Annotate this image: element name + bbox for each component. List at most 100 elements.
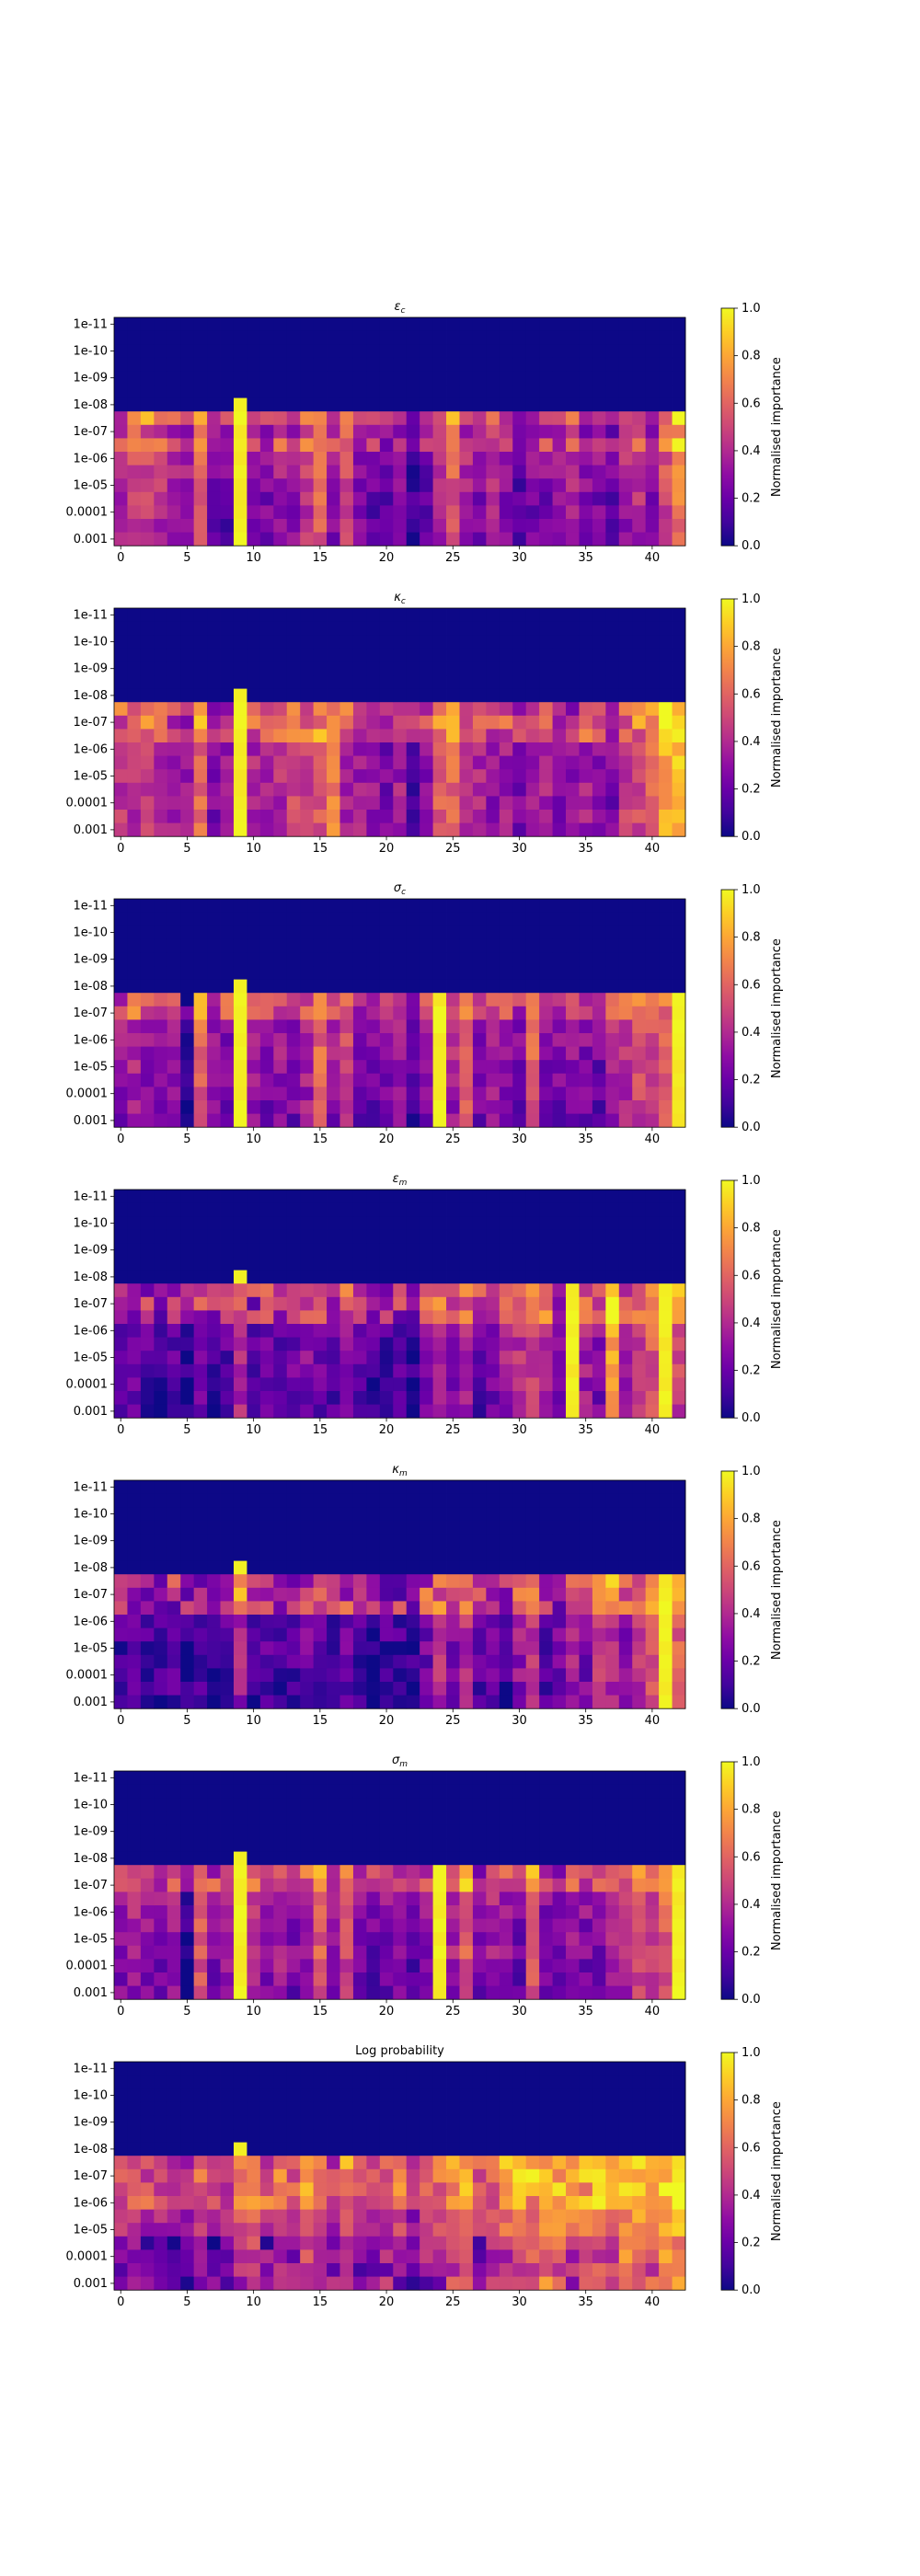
colorbar-tick-label: 0.4 bbox=[742, 1607, 761, 1621]
heatmap-cell bbox=[327, 1905, 340, 1919]
heatmap-cell bbox=[592, 411, 606, 426]
heatmap-cell bbox=[432, 1654, 447, 1669]
heatmap-cell bbox=[379, 1534, 394, 1548]
heatmap-cell bbox=[659, 1404, 673, 1419]
colorbar bbox=[720, 889, 735, 1128]
heatmap-cell bbox=[366, 608, 381, 622]
heatmap-cell bbox=[286, 1627, 301, 1642]
heatmap-cell bbox=[220, 385, 235, 398]
heatmap-cell bbox=[327, 465, 340, 479]
heatmap-cell bbox=[127, 2142, 142, 2156]
colorbar-tick-label: 0.0 bbox=[742, 539, 761, 553]
heatmap-cell bbox=[618, 1296, 633, 1311]
heatmap-cell bbox=[472, 1087, 487, 1101]
heatmap-cell bbox=[167, 2249, 181, 2264]
heatmap-cell bbox=[459, 688, 474, 703]
heatmap-cell bbox=[446, 1838, 460, 1852]
heatmap-cell bbox=[512, 385, 527, 398]
heatmap-cell bbox=[286, 635, 301, 650]
heatmap-cell bbox=[207, 1283, 221, 1298]
heatmap-cell bbox=[420, 491, 433, 506]
heatmap-cell bbox=[167, 2276, 181, 2291]
heatmap-cell bbox=[286, 2249, 301, 2264]
heatmap-cell bbox=[393, 1878, 408, 1892]
heatmap-cell bbox=[220, 1270, 235, 1284]
heatmap-cell bbox=[259, 1243, 274, 1258]
heatmap-cell bbox=[233, 1601, 247, 1616]
heatmap-cell bbox=[486, 1824, 500, 1839]
heatmap-cell bbox=[672, 1601, 686, 1616]
heatmap-cell bbox=[259, 1229, 274, 1244]
heatmap-cell bbox=[193, 1932, 208, 1947]
heatmap-cell bbox=[632, 452, 647, 466]
heatmap-cell bbox=[220, 938, 235, 953]
heatmap-cell bbox=[393, 1019, 408, 1034]
heatmap-cell bbox=[525, 1019, 540, 1034]
heatmap-cell bbox=[259, 2088, 274, 2103]
heatmap-cell bbox=[247, 519, 261, 533]
heatmap-cell bbox=[406, 1296, 420, 1311]
heatmap-cell bbox=[366, 452, 381, 466]
heatmap-cell bbox=[618, 1404, 633, 1419]
heatmap-cell bbox=[539, 1985, 553, 2000]
heatmap-cell bbox=[592, 1601, 606, 1616]
heatmap-cell bbox=[605, 1520, 620, 1535]
heatmap-cell bbox=[618, 621, 633, 636]
heatmap-cell bbox=[233, 1046, 247, 1061]
heatmap-cell bbox=[327, 1006, 340, 1020]
heatmap-cell bbox=[339, 1771, 354, 1785]
heatmap-cell bbox=[659, 371, 673, 385]
heatmap-cell bbox=[566, 1534, 580, 1548]
heatmap-cell bbox=[605, 385, 620, 398]
heatmap-cell bbox=[552, 411, 567, 426]
heatmap-cell bbox=[420, 796, 433, 811]
heatmap-cell bbox=[233, 2088, 247, 2103]
heatmap-cell bbox=[339, 1480, 354, 1494]
heatmap-cell bbox=[247, 2101, 261, 2116]
heatmap-cell bbox=[193, 2075, 208, 2089]
heatmap-cell bbox=[379, 1798, 394, 1812]
heatmap-cell bbox=[512, 1033, 527, 1047]
heatmap-cell bbox=[193, 1905, 208, 1919]
heatmap-cell bbox=[193, 1060, 208, 1075]
heatmap-cell bbox=[552, 1337, 567, 1351]
heatmap-cell bbox=[446, 1627, 460, 1642]
heatmap-cell bbox=[406, 1574, 420, 1589]
heatmap-cell bbox=[114, 438, 128, 453]
heatmap-cell bbox=[339, 1905, 354, 1919]
heatmap-cell bbox=[114, 2249, 128, 2264]
heatmap-cell bbox=[352, 1811, 367, 1825]
heatmap-cell bbox=[420, 1838, 433, 1852]
heatmap-cell bbox=[154, 2115, 168, 2130]
heatmap-cell bbox=[393, 397, 408, 412]
heatmap-cell bbox=[273, 621, 288, 636]
heatmap-cell bbox=[259, 1060, 274, 1075]
heatmap-cell bbox=[352, 1507, 367, 1522]
heatmap-cell bbox=[406, 675, 420, 689]
heatmap-cell bbox=[579, 938, 593, 953]
heatmap-cell bbox=[286, 1087, 301, 1101]
heatmap-cell bbox=[472, 357, 487, 372]
heatmap-cell bbox=[233, 532, 247, 546]
heatmap-cell bbox=[233, 1310, 247, 1325]
heatmap-cell bbox=[525, 519, 540, 533]
heatmap-cell bbox=[459, 1811, 474, 1825]
heatmap-cell bbox=[286, 1878, 301, 1892]
heatmap-cell bbox=[379, 344, 394, 359]
heatmap-cell bbox=[313, 2182, 328, 2197]
heatmap-cell bbox=[154, 822, 168, 837]
heatmap-cell bbox=[259, 661, 274, 676]
heatmap-cell bbox=[379, 1033, 394, 1047]
heatmap-cell bbox=[339, 648, 354, 662]
heatmap-cell bbox=[300, 1905, 315, 1919]
colorbar-tick-label: 0.0 bbox=[742, 1121, 761, 1134]
heatmap-cell bbox=[472, 1480, 487, 1494]
heatmap-cell bbox=[140, 1574, 155, 1589]
heatmap-cell bbox=[539, 993, 553, 1007]
heatmap-cell bbox=[393, 1283, 408, 1298]
heatmap-cell bbox=[446, 1073, 460, 1087]
heatmap-cell bbox=[499, 344, 513, 359]
heatmap-cell bbox=[180, 1784, 195, 1799]
heatmap-cell bbox=[114, 822, 128, 837]
heatmap-cell bbox=[539, 1324, 553, 1338]
